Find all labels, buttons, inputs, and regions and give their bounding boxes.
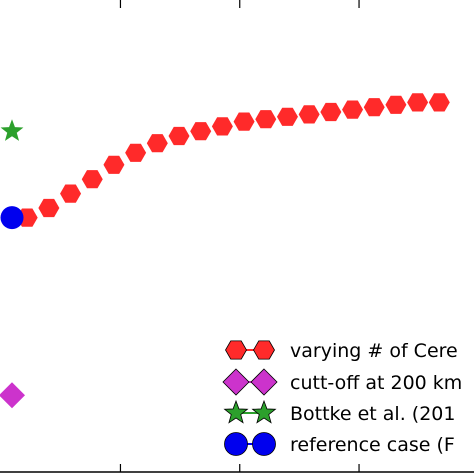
hexagon-data-point <box>211 117 233 136</box>
legend-marker <box>250 368 278 396</box>
hexagon-data-point <box>60 184 82 203</box>
legend-label: Bottke et al. (201 <box>290 403 455 425</box>
hexagon-data-point <box>255 110 277 129</box>
hexagon-data-point <box>320 102 342 122</box>
legend-marker <box>223 399 249 424</box>
legend-label: reference case (F <box>290 434 455 456</box>
legend-marker <box>252 432 276 456</box>
chart-legend: varying # of Cere cutt-off at 200 km Bottk… <box>222 340 462 456</box>
legend-label: cutt-off at 200 km <box>290 372 462 394</box>
hexagon-data-point <box>298 105 320 124</box>
star-data-point <box>0 119 24 141</box>
hexagon-data-point <box>276 107 298 126</box>
legend-marker <box>224 432 248 456</box>
hexagon-data-point <box>146 134 168 153</box>
hexagon-data-point <box>233 112 255 131</box>
legend-marker <box>222 368 250 396</box>
hexagon-data-point <box>81 170 103 189</box>
legend-marker <box>253 340 275 360</box>
hexagon-data-point <box>168 126 190 146</box>
hexagon-data-point <box>385 95 407 114</box>
circle-data-point <box>0 206 24 230</box>
hexagon-data-point <box>407 93 429 112</box>
legend-label: varying # of Cere <box>290 340 458 362</box>
hexagon-data-point <box>103 155 125 174</box>
hexagon-data-point <box>38 198 60 218</box>
legend-marker <box>251 399 277 424</box>
hexagon-data-point <box>190 122 212 141</box>
chart-marks <box>0 93 450 409</box>
hexagon-data-point <box>125 143 147 162</box>
hexagon-data-point <box>363 98 385 117</box>
hexagon-data-point <box>428 93 450 112</box>
legend-marker <box>225 340 247 360</box>
diamond-data-point <box>0 382 25 409</box>
hexagon-data-point <box>342 100 364 119</box>
